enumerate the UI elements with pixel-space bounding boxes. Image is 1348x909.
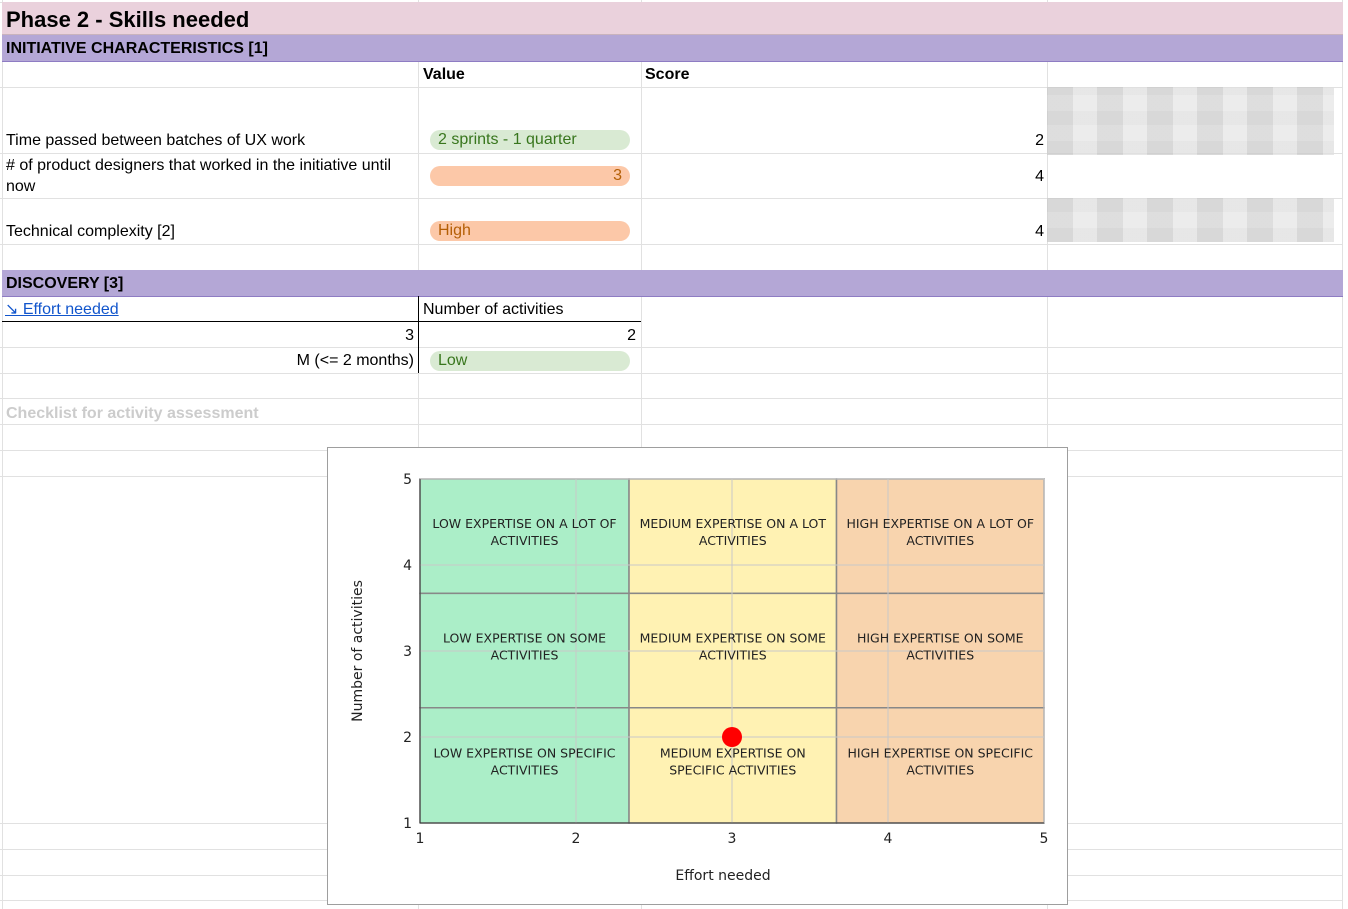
row-line (0, 398, 1343, 399)
section-discovery[interactable]: DISCOVERY [3] (6, 275, 124, 292)
region-label-line: LOW EXPERTISE ON SPECIFIC (433, 745, 615, 760)
score-cell[interactable]: 2 (1035, 132, 1044, 149)
effort-needed-link[interactable]: ↘ Effort needed (5, 301, 119, 318)
section-initiative[interactable]: INITIATIVE CHARACTERISTICS [1] (6, 40, 268, 57)
region-label: HIGH EXPERTISE ON A LOT OF ACTIVITIES (846, 516, 1034, 548)
effort-value[interactable]: 3 (405, 327, 414, 344)
x-tick-label: 5 (1040, 831, 1049, 847)
region-label-line: LOW EXPERTISE ON A LOT OF (432, 516, 616, 531)
region-label-line: ACTIVITIES (491, 762, 559, 777)
expertise-pill[interactable]: Low (430, 351, 630, 371)
region-label-line: SPECIFIC ACTIVITIES (669, 762, 796, 777)
y-tick-label: 2 (403, 730, 412, 746)
quadrant-region (419, 707, 630, 824)
region-label-line: HIGH EXPERTISE ON SPECIFIC (848, 745, 1034, 760)
header-score[interactable]: Score (645, 66, 690, 83)
table-header-underline (2, 321, 641, 322)
col-divider-left (2, 0, 3, 909)
y-tick-label: 4 (403, 558, 412, 574)
region-label-line: ACTIVITIES (906, 648, 974, 663)
table-column-rule (418, 296, 419, 373)
region-label: LOW EXPERTISE ON SPECIFIC ACTIVITIES (433, 745, 615, 777)
region-label: MEDIUM EXPERTISE ON A LOT ACTIVITIES (640, 516, 827, 548)
score-cell[interactable]: 4 (1035, 168, 1044, 185)
y-tick-label: 1 (403, 816, 412, 832)
y-axis-label: Number of activities (350, 580, 366, 722)
quadrant-region (835, 707, 1045, 824)
region-label: MEDIUM EXPERTISE ON SPECIFIC ACTIVITIES (660, 745, 806, 777)
row-line (0, 87, 1343, 88)
y-tick-label: 5 (403, 472, 412, 488)
redacted-image (1047, 198, 1334, 242)
sheet-title[interactable]: Phase 2 - Skills needed (6, 7, 250, 32)
x-axis-label: Effort needed (675, 868, 770, 884)
row-label[interactable]: Time passed between batches of UX work (6, 132, 306, 149)
chart-svg: LOW EXPERTISE ON A LOT OF ACTIVITIESMEDIU… (350, 472, 1049, 884)
y-tick-label: 3 (403, 644, 412, 660)
col-divider-d (1342, 0, 1343, 909)
region-label: HIGH EXPERTISE ON SOME ACTIVITIES (857, 631, 1024, 663)
score-cell[interactable]: 4 (1035, 223, 1044, 240)
row-line (0, 153, 1343, 154)
row-label[interactable]: Technical complexity [2] (6, 223, 175, 240)
x-tick-label: 3 (728, 831, 737, 847)
region-label-line: ACTIVITIES (491, 648, 559, 663)
region-label-line: HIGH EXPERTISE ON SOME (857, 631, 1024, 646)
row-label-cont: now (6, 178, 36, 195)
row-line (0, 244, 1343, 245)
row-line (0, 198, 1343, 199)
x-tick-label: 2 (572, 831, 581, 847)
section-band-discovery (2, 270, 1343, 297)
row-line (0, 424, 1343, 425)
quadrant-region (628, 478, 838, 595)
redacted-image (1047, 87, 1334, 155)
region-label-line: ACTIVITIES (699, 533, 767, 548)
region-label-line: MEDIUM EXPERTISE ON (660, 745, 806, 760)
row-line (0, 347, 1343, 348)
region-label-line: LOW EXPERTISE ON SOME (443, 631, 606, 646)
x-tick-label: 1 (416, 831, 425, 847)
region-label-line: ACTIVITIES (699, 648, 767, 663)
checklist-label[interactable]: Checklist for activity assessment (6, 405, 259, 422)
region-label-line: ACTIVITIES (906, 533, 974, 548)
title-band (2, 2, 1343, 35)
data-point (722, 727, 742, 747)
row-line (0, 373, 1343, 374)
region-label: LOW EXPERTISE ON A LOT OF ACTIVITIES (432, 516, 616, 548)
region-label-line: HIGH EXPERTISE ON A LOT OF (846, 516, 1034, 531)
region-label-line: ACTIVITIES (491, 533, 559, 548)
row-label[interactable]: # of product designers that worked in th… (6, 157, 392, 174)
region-label-line: MEDIUM EXPERTISE ON SOME (640, 631, 826, 646)
region-label: HIGH EXPERTISE ON SPECIFIC ACTIVITIES (848, 745, 1034, 777)
value-pill[interactable]: High (430, 221, 630, 241)
value-pill[interactable]: 3 (430, 166, 630, 186)
quadrant-region (835, 478, 1045, 595)
effort-size[interactable]: M (<= 2 months) (296, 352, 414, 369)
region-label: MEDIUM EXPERTISE ON SOME ACTIVITIES (640, 631, 826, 663)
expertise-matrix-chart[interactable]: LOW EXPERTISE ON A LOT OF ACTIVITIES MEDIU… (327, 447, 1068, 905)
number-of-activities-header[interactable]: Number of activities (423, 301, 564, 318)
value-pill[interactable]: 2 sprints - 1 quarter (430, 130, 630, 150)
section-band-initiative (2, 35, 1343, 62)
header-value[interactable]: Value (423, 66, 465, 83)
region-label-line: ACTIVITIES (906, 762, 974, 777)
region-label: LOW EXPERTISE ON SOME ACTIVITIES (443, 631, 606, 663)
x-tick-label: 4 (884, 831, 893, 847)
activities-value[interactable]: 2 (627, 327, 636, 344)
quadrant-region (419, 478, 630, 595)
region-label-line: MEDIUM EXPERTISE ON A LOT (640, 516, 827, 531)
